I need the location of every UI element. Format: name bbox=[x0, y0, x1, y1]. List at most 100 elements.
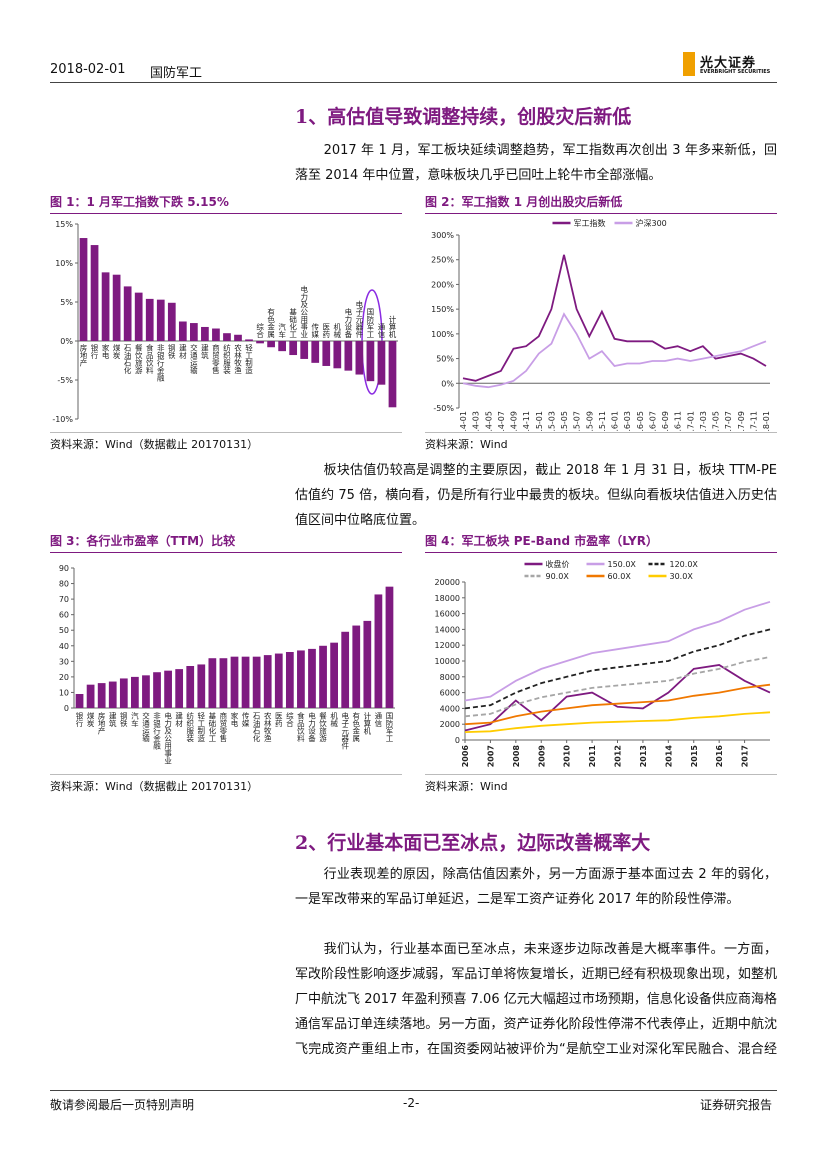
x-tick-label: 2017-09 bbox=[737, 411, 746, 431]
figure-title: 图 4：军工板块 PE-Band 市盈率（LYR） bbox=[425, 532, 777, 553]
bar bbox=[164, 670, 172, 708]
x-tick-label: 2014 bbox=[664, 745, 673, 768]
x-tick-label: 2015-03 bbox=[547, 411, 556, 431]
x-tick-label: 轻工制造 bbox=[244, 343, 253, 376]
x-tick-label: 2017-05 bbox=[712, 411, 721, 431]
x-tick-label: 交通运输 bbox=[141, 711, 150, 744]
logo-en: EVERBRIGHT SECURITIES bbox=[700, 69, 771, 75]
x-tick-label: 2015 bbox=[690, 745, 699, 768]
y-tick-label: -5% bbox=[57, 376, 73, 385]
bar bbox=[311, 341, 320, 363]
bar bbox=[142, 675, 150, 708]
footer-right: 证券研究报告 bbox=[700, 1098, 773, 1112]
x-tick-label: 煤炭 bbox=[86, 711, 95, 729]
bar bbox=[374, 594, 383, 708]
x-tick-label: 银行 bbox=[75, 712, 84, 729]
x-tick-label: 2014-09 bbox=[510, 411, 519, 431]
x-tick-label: 餐饮旅游 bbox=[318, 712, 327, 744]
y-tick-label: 10000 bbox=[435, 657, 460, 666]
y-tick-label: 200% bbox=[431, 280, 454, 289]
bar bbox=[234, 334, 242, 341]
bar bbox=[333, 341, 342, 369]
x-tick-label: 医药 bbox=[274, 712, 283, 729]
series-line bbox=[462, 254, 767, 382]
y-tick-label: 250% bbox=[431, 256, 454, 265]
bar bbox=[123, 286, 132, 341]
header-rule bbox=[50, 82, 777, 83]
x-tick-label: 商贸零售 bbox=[219, 711, 228, 744]
x-tick-label: 2016-03 bbox=[623, 411, 632, 431]
bar bbox=[86, 684, 95, 708]
section-title: 1、高估值导致调整持续，创股灾后新低 bbox=[295, 106, 632, 128]
y-tick-label: 50% bbox=[436, 355, 454, 364]
x-tick-label: 2014-03 bbox=[472, 411, 481, 431]
x-tick-label: 综合 bbox=[255, 322, 264, 340]
y-tick-label: 16000 bbox=[435, 610, 460, 619]
series-line bbox=[462, 312, 767, 389]
x-tick-label: 食品饮料 bbox=[296, 711, 305, 744]
series-line bbox=[464, 683, 771, 726]
bar bbox=[101, 272, 110, 341]
x-tick-label: 机械 bbox=[329, 711, 338, 729]
bar bbox=[252, 656, 261, 708]
x-tick-label: 2008 bbox=[512, 745, 521, 768]
x-tick-label: 2014-11 bbox=[522, 411, 531, 431]
x-tick-label: 传媒 bbox=[310, 322, 319, 340]
paragraph: 我们认为，行业基本面已至冰点，未来逐步边际改善是大概率事件。一方面，军改阶段性影… bbox=[295, 942, 777, 1057]
x-tick-label: 石油石化 bbox=[123, 344, 132, 376]
x-tick-label: 餐饮旅游 bbox=[134, 344, 143, 376]
x-tick-label: 2017 bbox=[741, 745, 750, 767]
header-sector: 国防军工 bbox=[150, 66, 203, 81]
figure-title: 图 2：军工指数 1 月创出股灾后新低 bbox=[425, 193, 777, 214]
x-tick-label: 轻工制造 bbox=[197, 711, 206, 744]
x-tick-label: 电力设备 bbox=[344, 307, 353, 340]
x-tick-label: 2007 bbox=[486, 745, 495, 767]
bar bbox=[134, 292, 143, 341]
bar bbox=[319, 645, 327, 708]
y-tick-label: 0 bbox=[64, 704, 69, 713]
legend-label: 收盘价 bbox=[546, 559, 570, 569]
y-tick-label: 30 bbox=[59, 657, 69, 666]
bar bbox=[219, 658, 228, 708]
y-tick-label: -50% bbox=[433, 404, 454, 413]
y-tick-label: 6000 bbox=[440, 689, 460, 698]
chart: -50% 0% 50% 100% 150% 200% 250% 300% 2014-01 2014… bbox=[431, 218, 771, 431]
bar bbox=[201, 326, 209, 341]
paragraph: 2017 年 1 月，军工板块延续调整趋势，军工指数再次创出 3 年多来新低，回… bbox=[295, 143, 777, 183]
bar bbox=[297, 650, 305, 708]
legend-label: 60.0X bbox=[608, 572, 632, 581]
x-tick-label: 2009 bbox=[537, 745, 546, 768]
legend-label: 沪深300 bbox=[636, 218, 667, 228]
x-tick-label: 建材 bbox=[174, 711, 183, 728]
bar bbox=[267, 341, 275, 348]
series-line bbox=[464, 664, 771, 732]
x-tick-label: 食品饮料 bbox=[145, 343, 154, 376]
chart: 0 10 20 30 40 50 60 70 80 90 银行 煤炭 房地产 建筑 钢铁 汽车 交通运输 非银行金… bbox=[59, 564, 395, 765]
x-tick-label: 钢铁 bbox=[119, 711, 128, 729]
x-tick-label: 机械 bbox=[333, 322, 342, 340]
x-tick-label: 农林牧渔 bbox=[233, 343, 242, 375]
x-tick-label: 家电 bbox=[101, 343, 110, 360]
x-tick-label: 非银行金融 bbox=[156, 343, 165, 383]
x-tick-label: 2018-01 bbox=[762, 411, 771, 431]
y-tick-label: 4000 bbox=[440, 704, 460, 713]
x-tick-label: 2015-11 bbox=[598, 411, 607, 431]
y-tick-label: 90 bbox=[59, 564, 69, 573]
y-tick-label: 10% bbox=[55, 259, 73, 268]
x-tick-label: 纺织服装 bbox=[222, 343, 231, 376]
x-tick-label: 2014-01 bbox=[459, 411, 468, 431]
x-tick-label: 国防军工 bbox=[385, 712, 394, 743]
x-tick-label: 房地产 bbox=[79, 343, 88, 368]
x-tick-label: 2011 bbox=[588, 745, 597, 768]
bar bbox=[167, 302, 176, 341]
y-tick-label: 8000 bbox=[440, 673, 460, 682]
x-tick-label: 综合 bbox=[285, 711, 294, 729]
y-tick-label: 12000 bbox=[435, 641, 460, 650]
legend-label: 30.0X bbox=[670, 572, 694, 581]
x-tick-label: 电力设备 bbox=[307, 711, 316, 744]
legend-label: 90.0X bbox=[546, 572, 570, 581]
x-tick-label: 2016-01 bbox=[611, 411, 620, 431]
x-tick-label: 2017-07 bbox=[724, 411, 733, 431]
bar bbox=[285, 652, 294, 708]
x-tick-label: 2010 bbox=[563, 745, 572, 768]
